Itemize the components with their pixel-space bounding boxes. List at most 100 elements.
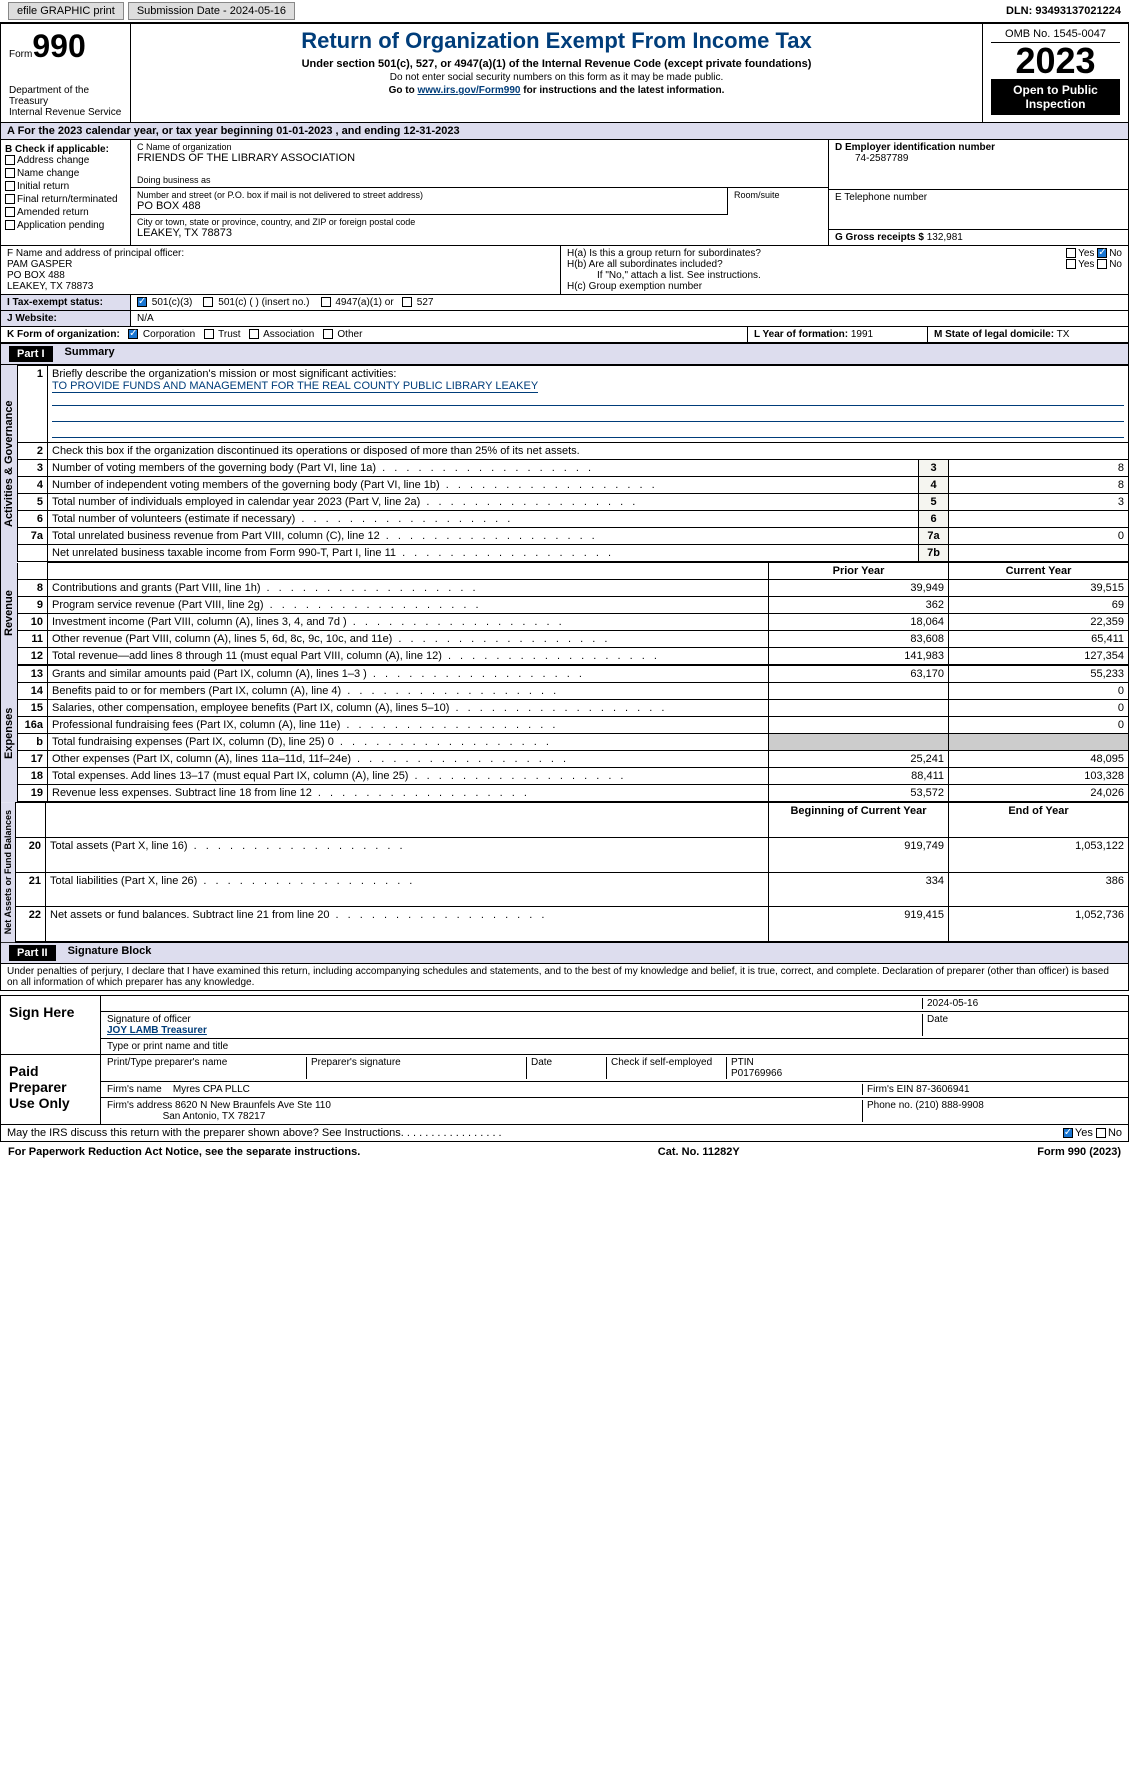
type-label: Type or print name and title bbox=[107, 1041, 228, 1052]
phone-label: E Telephone number bbox=[835, 192, 1122, 203]
form-number-box: Form990 Department of the Treasury Inter… bbox=[1, 24, 131, 122]
corp-check[interactable] bbox=[128, 329, 138, 339]
hc: H(c) Group exemption number bbox=[567, 281, 1122, 292]
discuss-row: May the IRS discuss this return with the… bbox=[0, 1125, 1129, 1142]
check-name: Name change bbox=[17, 168, 79, 179]
opt-trust: Trust bbox=[218, 329, 240, 340]
checkbox-final[interactable] bbox=[5, 194, 15, 204]
dba-label: Doing business as bbox=[137, 175, 822, 185]
row-i: I Tax-exempt status: 501(c)(3) 501(c) ( … bbox=[0, 295, 1129, 311]
governance-table: 1 Briefly describe the organization's mi… bbox=[17, 365, 1129, 562]
street-label: Number and street (or P.O. box if mail i… bbox=[137, 190, 721, 200]
box-i-label: I Tax-exempt status: bbox=[1, 295, 131, 310]
ein: 74-2587789 bbox=[835, 153, 1122, 164]
side-net: Net Assets or Fund Balances bbox=[1, 802, 15, 942]
side-revenue: Revenue bbox=[1, 562, 17, 665]
firm-city: San Antonio, TX 78217 bbox=[163, 1111, 266, 1122]
box-b: B Check if applicable: Address change Na… bbox=[1, 140, 131, 245]
part2-header: Part II Signature Block bbox=[0, 942, 1129, 964]
open-public: Open to Public Inspection bbox=[991, 79, 1120, 115]
checkbox-name-change[interactable] bbox=[5, 168, 15, 178]
efile-button[interactable]: efile GRAPHIC print bbox=[8, 2, 124, 20]
footer-left: For Paperwork Reduction Act Notice, see … bbox=[8, 1146, 360, 1158]
box-c: C Name of organization FRIENDS OF THE LI… bbox=[131, 140, 828, 245]
checkbox-amended[interactable] bbox=[5, 207, 15, 217]
hb-no[interactable] bbox=[1097, 259, 1107, 269]
check-final: Final return/terminated bbox=[17, 194, 118, 205]
revenue-table: Prior YearCurrent Year 8Contributions an… bbox=[17, 562, 1129, 665]
4947-check[interactable] bbox=[321, 297, 331, 307]
ptin: P01769966 bbox=[731, 1068, 782, 1079]
check-amended: Amended return bbox=[17, 207, 89, 218]
form-note1: Do not enter social security numbers on … bbox=[139, 72, 974, 83]
tax-year-line: A For the 2023 calendar year, or tax yea… bbox=[0, 123, 1129, 140]
firm-name: Myres CPA PLLC bbox=[173, 1084, 250, 1095]
form-note2: Go to www.irs.gov/Form990 for instructio… bbox=[139, 85, 974, 96]
row-f-h: F Name and address of principal officer:… bbox=[0, 246, 1129, 295]
checkbox-pending[interactable] bbox=[5, 220, 15, 230]
form-title-area: Return of Organization Exempt From Incom… bbox=[131, 24, 983, 122]
firm-ein: 87-3606941 bbox=[916, 1084, 969, 1095]
name-label: C Name of organization bbox=[137, 142, 822, 152]
check-addr: Address change bbox=[17, 155, 89, 166]
ha-text: H(a) Is this a group return for subordin… bbox=[567, 248, 761, 259]
form990-link[interactable]: www.irs.gov/Form990 bbox=[417, 85, 520, 96]
box-k-label: K Form of organization: bbox=[7, 329, 120, 340]
row-j: J Website: N/A bbox=[0, 311, 1129, 327]
side-expenses: Expenses bbox=[1, 665, 17, 802]
ha-yes[interactable] bbox=[1066, 248, 1076, 258]
line2: Check this box if the organization disco… bbox=[48, 443, 1129, 460]
box-f-label: F Name and address of principal officer: bbox=[7, 248, 554, 259]
room-label: Room/suite bbox=[734, 190, 822, 200]
gross-val: 132,981 bbox=[927, 232, 963, 243]
assoc-check[interactable] bbox=[249, 329, 259, 339]
department: Department of the Treasury bbox=[9, 85, 122, 107]
date-label: Date bbox=[922, 1014, 1122, 1036]
net-table: Beginning of Current YearEnd of Year 20T… bbox=[15, 802, 1129, 942]
checkbox-initial[interactable] bbox=[5, 181, 15, 191]
sig-officer-label: Signature of officer bbox=[107, 1014, 191, 1025]
sign-here: Sign Here bbox=[1, 996, 101, 1054]
box-l-label: L Year of formation: bbox=[754, 329, 848, 340]
discuss-no[interactable] bbox=[1096, 1128, 1106, 1138]
box-b-label: B Check if applicable: bbox=[5, 144, 126, 155]
part1-header: Part I Summary bbox=[0, 343, 1129, 365]
curr-hdr: Current Year bbox=[949, 563, 1129, 580]
discuss-yes[interactable] bbox=[1063, 1128, 1073, 1138]
opt-501c: 501(c) ( ) (insert no.) bbox=[218, 297, 309, 308]
opt-501c3: 501(c)(3) bbox=[152, 297, 193, 308]
501c-check[interactable] bbox=[203, 297, 213, 307]
prior-hdr: Prior Year bbox=[769, 563, 949, 580]
footer-right: Form 990 (2023) bbox=[1037, 1146, 1121, 1158]
part2-title: Signature Block bbox=[56, 945, 152, 961]
end-hdr: End of Year bbox=[949, 803, 1129, 838]
box-m-val: TX bbox=[1057, 329, 1070, 340]
opt-4947: 4947(a)(1) or bbox=[335, 297, 393, 308]
org-name: FRIENDS OF THE LIBRARY ASSOCIATION bbox=[137, 152, 822, 164]
dln: DLN: 93493137021224 bbox=[1006, 5, 1121, 17]
hb-yes[interactable] bbox=[1066, 259, 1076, 269]
officer-name: PAM GASPER bbox=[7, 259, 554, 270]
ha-no[interactable] bbox=[1097, 248, 1107, 258]
officer-street: PO BOX 488 bbox=[7, 270, 554, 281]
street: PO BOX 488 bbox=[137, 200, 721, 212]
paid-preparer: Paid Preparer Use Only bbox=[1, 1055, 101, 1124]
part2-label: Part II bbox=[9, 945, 56, 961]
527-check[interactable] bbox=[402, 297, 412, 307]
form-title: Return of Organization Exempt From Incom… bbox=[139, 28, 974, 54]
prep-name-label: Print/Type preparer's name bbox=[107, 1057, 307, 1079]
trust-check[interactable] bbox=[204, 329, 214, 339]
box-j-label: J Website: bbox=[1, 311, 131, 326]
section-a: B Check if applicable: Address change Na… bbox=[0, 140, 1129, 246]
hb: H(b) Are all subordinates included? Yes … bbox=[567, 259, 1122, 270]
form-header: Form990 Department of the Treasury Inter… bbox=[0, 23, 1129, 123]
prep-date-label: Date bbox=[527, 1057, 607, 1079]
501c3-check[interactable] bbox=[137, 297, 147, 307]
firm-addr-label: Firm's address bbox=[107, 1100, 172, 1111]
checkbox-address-change[interactable] bbox=[5, 155, 15, 165]
side-governance: Activities & Governance bbox=[1, 365, 17, 562]
footer: For Paperwork Reduction Act Notice, see … bbox=[0, 1142, 1129, 1162]
tax-year: 2023 bbox=[991, 43, 1120, 79]
other-check[interactable] bbox=[323, 329, 333, 339]
note2-post: for instructions and the latest informat… bbox=[520, 85, 724, 96]
